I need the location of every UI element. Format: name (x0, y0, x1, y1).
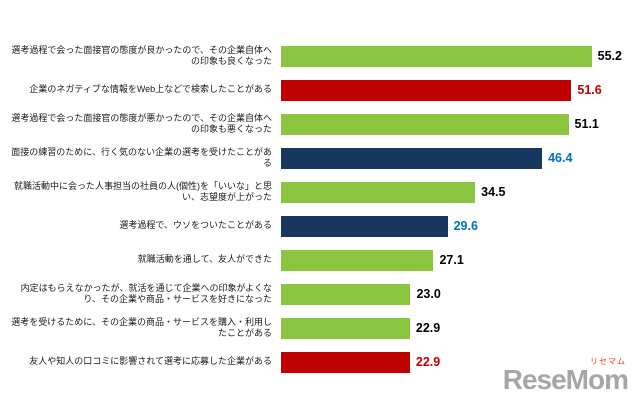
chart-row: 選考過程で会った面接官の態度が良かったので、その企業自体への印象も良くなった 55… (8, 42, 634, 70)
bar (281, 215, 448, 237)
bar-track: 34.5 (281, 181, 634, 203)
value-label: 34.5 (481, 185, 506, 199)
chart-row: 就職活動を通して、友人ができた 27.1 (8, 246, 634, 274)
bar (281, 113, 569, 135)
resemom-logo-katakana: リセマム (590, 357, 626, 366)
bar (281, 79, 572, 101)
chart-row: 内定はもらえなかったが、就活を通じて企業への印象がよくなり、その企業や商品・サー… (8, 280, 634, 308)
bar-track: 22.9 (281, 351, 634, 373)
bar (281, 351, 410, 373)
bar-track: 22.9 (281, 317, 634, 339)
value-label: 55.2 (597, 49, 622, 63)
bar-track: 51.6 (281, 79, 634, 101)
bar (281, 181, 476, 203)
category-label: 選考過程で、ウソをついたことがある (119, 220, 272, 231)
value-label: 51.1 (574, 117, 599, 131)
chart-row: 企業のネガティブな情報をWeb上などで検索したことがある 51.6 (8, 76, 634, 104)
chart-row: 選考過程で、ウソをついたことがある 29.6 (8, 212, 634, 240)
bar-track: 51.1 (281, 113, 634, 135)
bar-track: 55.2 (281, 45, 634, 67)
category-label: 企業のネガティブな情報をWeb上などで検索したことがある (29, 84, 272, 95)
category-label: 選考過程で会った面接官の態度が悪かったので、その企業自体への印象も悪くなった (11, 112, 272, 134)
value-label: 22.9 (415, 321, 441, 335)
category-label: 友人や知人の口コミに影響されて選考に応募した企業がある (29, 356, 272, 367)
category-label: 内定はもらえなかったが、就活を通じて企業への印象がよくなり、その企業や商品・サー… (20, 282, 272, 304)
chart-row: 選考を受けるために、その企業の商品・サービスを購入・利用したことがある 22.9 (8, 314, 634, 342)
category-label: 選考を受けるために、その企業の商品・サービスを購入・利用したことがある (11, 316, 272, 338)
chart-row: 就職活動中に会った人事担当の社員の人(個性)を「いいな」と思い、志望度が上がった… (8, 178, 634, 206)
category-label: 面接の練習のために、行く気のない企業の選考を受けたことがある (11, 146, 272, 168)
value-label: 46.4 (548, 151, 573, 165)
chart-row: 面接の練習のために、行く気のない企業の選考を受けたことがある 46.4 (8, 144, 634, 172)
value-label: 51.6 (577, 83, 602, 97)
resemom-logo-text: ReseMom (502, 364, 629, 395)
bar-chart: 選考過程で会った面接官の態度が良かったので、その企業自体への印象も良くなった 55… (8, 42, 634, 382)
category-label: 就職活動を通して、友人ができた (137, 254, 272, 265)
category-label: 選考過程で会った面接官の態度が良かったので、その企業自体への印象も良くなった (11, 44, 272, 66)
bar (281, 283, 411, 305)
bar-track: 29.6 (281, 215, 634, 237)
value-label: 23.0 (416, 287, 441, 301)
category-label: 就職活動中に会った人事担当の社員の人(個性)を「いいな」と思い、志望度が上がった (14, 180, 272, 202)
bar (281, 45, 592, 67)
value-label: 29.6 (453, 219, 478, 233)
value-label: 27.1 (439, 253, 464, 267)
bar-track: 27.1 (281, 249, 634, 271)
resemom-logo: リセマム ReseMom (502, 357, 629, 395)
bar (281, 147, 543, 169)
chart-row: 選考過程で会った面接官の態度が悪かったので、その企業自体への印象も悪くなった 51… (8, 110, 634, 138)
chart-row: 友人や知人の口コミに影響されて選考に応募した企業がある 22.9 (8, 348, 634, 376)
bar-track: 46.4 (281, 147, 634, 169)
bar (281, 317, 410, 339)
bar (281, 249, 434, 271)
bar-track: 23.0 (281, 283, 634, 305)
value-label: 22.9 (415, 355, 441, 369)
